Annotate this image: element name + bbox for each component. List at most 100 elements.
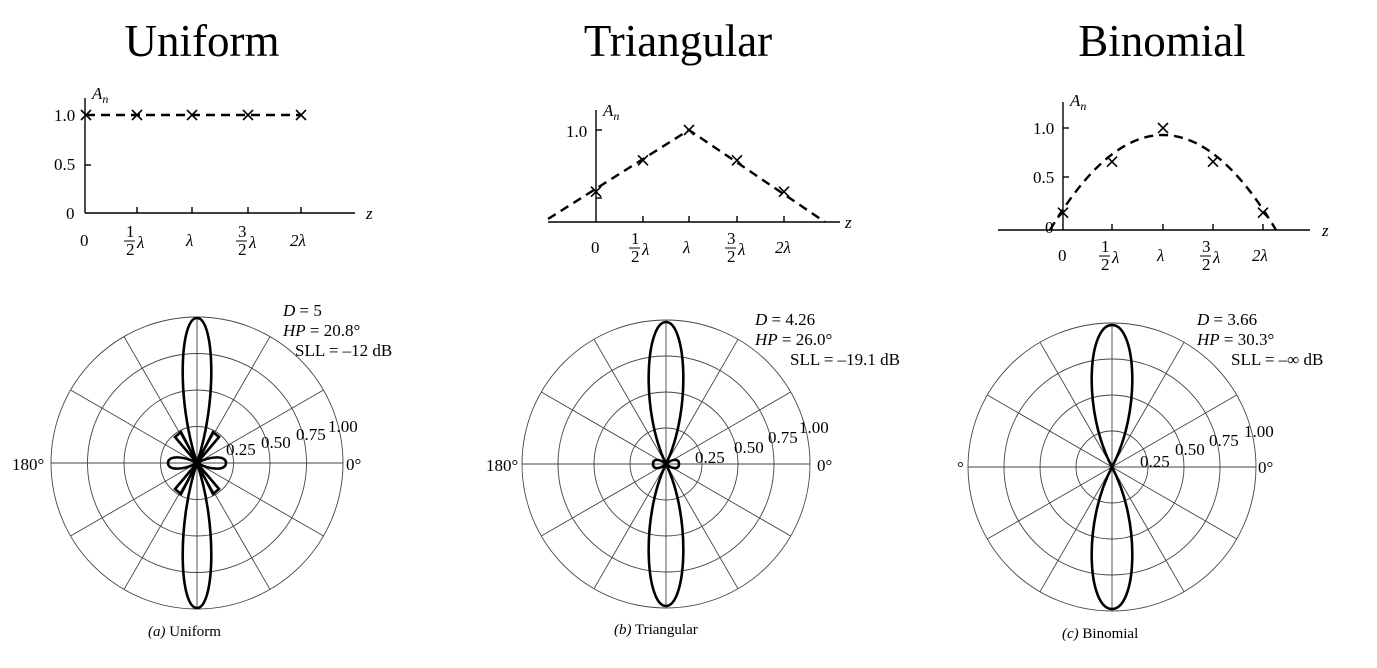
side-lobe-level: SLL = –19.1 dB <box>790 350 900 369</box>
amplitude-marker <box>1207 156 1219 168</box>
x-tick: 2λ <box>290 231 306 250</box>
y-axis-label: An <box>91 84 108 106</box>
ring-label: 0.25 <box>226 440 256 459</box>
main-lobe-upper <box>1090 323 1134 470</box>
main-lobe-upper <box>181 316 213 468</box>
angle-label-180: 180° <box>486 456 518 475</box>
y-tick: 1.0 <box>566 122 587 141</box>
ring-label: 0.25 <box>1140 452 1170 471</box>
triangular-pattern <box>647 320 685 608</box>
svg-text:1: 1 <box>126 222 135 241</box>
z-axis-label: z <box>1321 221 1329 240</box>
y-tick: 0.5 <box>1033 168 1054 187</box>
side-lobe <box>194 456 228 470</box>
x-tick-half-lambda: 1 2 λ <box>629 229 649 266</box>
main-lobe-lower <box>1090 464 1134 611</box>
half-power-beamwidth: HP = 26.0° <box>754 330 832 349</box>
x-tick: 2λ <box>1252 246 1268 265</box>
directivity: D = 3.66 <box>1196 310 1257 329</box>
svg-text:2: 2 <box>631 247 640 266</box>
y-tick: 0.5 <box>54 155 75 174</box>
svg-text:3: 3 <box>1202 237 1211 256</box>
x-tick-three-half-lambda: 3 2 λ <box>1200 237 1220 274</box>
ring-label: 0.50 <box>1175 440 1205 459</box>
y-tick: 1.0 <box>54 106 75 125</box>
amplitude-plot-uniform: An 1.0 0.5 0 z 0 1 2 λ λ 3 2 λ 2λ <box>54 84 373 259</box>
side-lobe <box>663 458 681 470</box>
side-lobe <box>173 429 199 464</box>
amplitude-markers <box>590 124 790 198</box>
ring-label: 0.75 <box>1209 431 1239 450</box>
amplitude-markers <box>80 109 307 121</box>
svg-text:2: 2 <box>1101 255 1110 274</box>
polar-plot-triangular: 0.25 0.50 0.75 1.00 180° 0° D = 4.26 HP … <box>486 310 900 638</box>
side-lobe <box>173 462 199 497</box>
x-tick: 0 <box>1058 246 1067 265</box>
y-tick: 0 <box>1045 218 1054 237</box>
ring-label: 0.50 <box>734 438 764 457</box>
caption: (b) Triangular <box>614 622 698 638</box>
half-power-beamwidth: HP = 20.8° <box>282 321 360 340</box>
x-tick-three-half-lambda: 3 2 λ <box>725 229 745 266</box>
amplitude-marker <box>731 154 743 166</box>
x-tick: λ <box>682 238 690 257</box>
svg-text:λ: λ <box>136 233 144 252</box>
ring-label: 0.25 <box>695 448 725 467</box>
y-axis-label: An <box>1069 91 1086 113</box>
svg-text:3: 3 <box>238 222 247 241</box>
svg-text:λ: λ <box>1212 248 1220 267</box>
svg-text:1: 1 <box>631 229 640 248</box>
amplitude-markers <box>1057 122 1269 219</box>
amplitude-marker <box>1257 207 1269 219</box>
svg-text:λ: λ <box>641 240 649 259</box>
main-lobe-upper <box>647 320 685 468</box>
amplitude-marker <box>637 154 649 166</box>
amplitude-marker <box>1106 156 1118 168</box>
amplitude-marker <box>242 109 254 121</box>
heading-uniform: Uniform <box>124 16 280 66</box>
ring-label: 1.00 <box>1244 422 1274 441</box>
amplitude-marker <box>1157 122 1169 134</box>
amplitude-plot-binomial: An 1.0 0.5 0 z 0 1 2 λ λ 3 2 λ 2λ <box>998 91 1329 274</box>
z-axis-label: z <box>365 204 373 223</box>
x-tick: 0 <box>80 231 89 250</box>
ring-label: 0.50 <box>261 433 291 452</box>
svg-text:λ: λ <box>1111 248 1119 267</box>
y-tick: 0 <box>66 204 75 223</box>
directivity: D = 4.26 <box>754 310 815 329</box>
angle-label-0: 0° <box>346 455 361 474</box>
uniform-pattern <box>166 316 228 610</box>
svg-text:1: 1 <box>1101 237 1110 256</box>
angle-label-0: 0° <box>1258 458 1273 477</box>
side-lobe <box>195 429 221 464</box>
z-axis-label: z <box>844 213 852 232</box>
side-lobe <box>166 456 200 470</box>
amplitude-plot-triangular: An 1.0 z 0 1 2 λ λ 3 2 λ 2λ <box>547 101 852 266</box>
x-tick: λ <box>185 231 193 250</box>
y-axis-label: An <box>602 101 619 123</box>
angle-label-180: 180° <box>12 455 44 474</box>
x-tick: λ <box>1156 246 1164 265</box>
svg-text:2: 2 <box>126 240 135 259</box>
x-tick: 2λ <box>775 238 791 257</box>
ring-label: 0.75 <box>296 425 326 444</box>
binomial-pattern <box>1090 323 1134 611</box>
angle-label-180: ° <box>957 458 964 477</box>
half-power-beamwidth: HP = 30.3° <box>1196 330 1274 349</box>
svg-text:λ: λ <box>248 233 256 252</box>
caption: (c) Binomial <box>1062 626 1138 642</box>
side-lobe-level: SLL = –12 dB <box>295 341 392 360</box>
amplitude-marker <box>1057 207 1069 219</box>
ring-label: 1.00 <box>328 417 358 436</box>
svg-text:λ: λ <box>737 240 745 259</box>
x-tick: 0 <box>591 238 600 257</box>
svg-text:2: 2 <box>1202 255 1211 274</box>
amplitude-marker <box>778 186 790 198</box>
side-lobe <box>195 462 221 497</box>
angle-label-0: 0° <box>817 456 832 475</box>
svg-text:2: 2 <box>238 240 247 259</box>
x-tick-three-half-lambda: 3 2 λ <box>236 222 256 259</box>
main-lobe-lower <box>181 458 213 610</box>
amplitude-envelope <box>1048 133 1278 231</box>
